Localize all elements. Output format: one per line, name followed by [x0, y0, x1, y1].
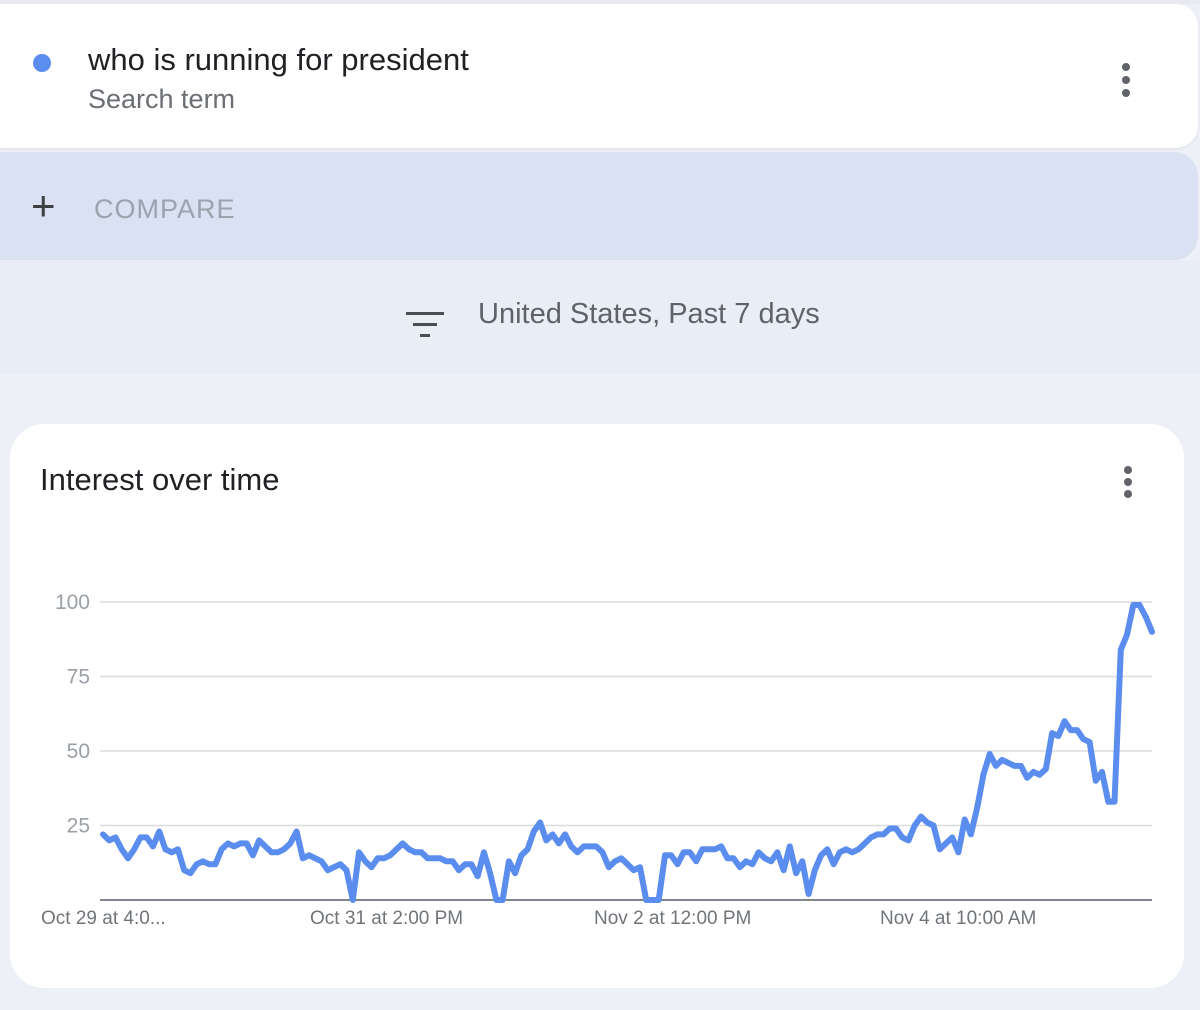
interest-over-time-card: Interest over time 100 75 50 25 Oct 29 at 4:… [10, 424, 1184, 988]
search-term-subtitle: Search term [88, 84, 236, 114]
search-term-text[interactable]: who is running for president [88, 42, 469, 77]
compare-label[interactable]: COMPARE [94, 194, 236, 224]
y-tick-label: 100 [55, 591, 90, 614]
y-tick-label: 75 [67, 666, 90, 689]
card-title: Interest over time [40, 462, 280, 497]
more-vert-icon[interactable] [1120, 63, 1132, 97]
x-tick-label: Nov 4 at 10:00 AM [880, 908, 1036, 929]
plus-icon[interactable]: + [31, 182, 56, 229]
x-tick-label: Oct 29 at 4:0... [41, 908, 166, 929]
series-color-dot [33, 54, 51, 72]
y-tick-label: 25 [67, 815, 90, 838]
filter-icon[interactable] [406, 312, 444, 340]
x-tick-label: Oct 31 at 2:00 PM [310, 908, 463, 929]
compare-button[interactable]: + COMPARE [0, 152, 1198, 260]
interest-line-chart: 100 75 50 25 Oct 29 at 4:0... Oct 31 at 2:00 … [41, 591, 1155, 929]
y-tick-label: 50 [67, 740, 90, 763]
series-line [100, 602, 1155, 903]
filter-label[interactable]: United States, Past 7 days [478, 298, 820, 330]
filter-bar: United States, Past 7 days [0, 260, 1200, 374]
more-vert-icon[interactable] [1122, 466, 1134, 498]
search-term-card[interactable]: who is running for president Search term [0, 4, 1198, 148]
top-strip [0, 0, 1200, 4]
x-tick-label: Nov 2 at 12:00 PM [594, 908, 751, 929]
